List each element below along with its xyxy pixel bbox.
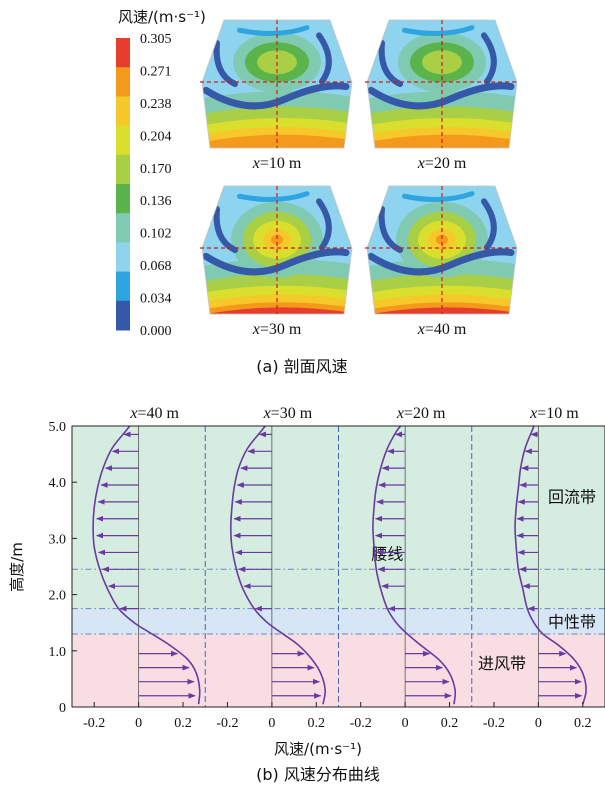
series-label: x=20 m [396, 405, 446, 422]
colorbar-tick-label: 0.305 [140, 32, 172, 47]
x-tick-label: -0.2 [83, 716, 105, 731]
x-tick-label: 0.2 [574, 716, 592, 731]
colorbar-swatch [116, 271, 130, 302]
colorbar-swatch [116, 213, 130, 243]
y-tick-label: 5.0 [49, 420, 67, 435]
y-tick-label: 4.0 [49, 476, 67, 491]
panel-a-caption: (a) 剖面风速 [256, 357, 347, 376]
profile-curve [92, 425, 201, 705]
x-tick-label: -0.2 [216, 716, 238, 731]
zone-label: 回流带 [548, 487, 596, 506]
profile-curve [372, 425, 457, 705]
section-label: x=20 m [417, 155, 467, 172]
profile-series: x=40 m [92, 405, 201, 705]
panel-a: 风速/(m·s⁻¹) 0.305 0.271 0.238 0.204 0.170 0.13… [116, 8, 519, 376]
series-label: x=10 m [529, 405, 579, 422]
x-tick-label: -0.2 [350, 716, 372, 731]
x-tick-label: 0 [135, 716, 142, 731]
colorbar-swatch [116, 242, 130, 273]
x-axis-label: 风速/(m·s⁻¹) [274, 740, 362, 758]
profile-curve [514, 425, 587, 705]
waist-label: 腰线 [371, 544, 403, 563]
colorbar-tick-label: 0.068 [140, 259, 172, 274]
colorbar-swatch [116, 184, 130, 214]
zone-band [72, 608, 605, 634]
colorbar-swatch [116, 154, 130, 185]
colorbar-swatch [116, 67, 130, 97]
colorbar-swatch [116, 300, 130, 331]
y-tick-label: 2.0 [49, 589, 67, 604]
profile-series: x=30 m [229, 405, 327, 705]
zone-label: 进风带 [478, 654, 526, 673]
colorbar-tick-label: 0.102 [140, 227, 172, 242]
profile-series: x=20 m [372, 405, 457, 705]
colorbar-tick-label: 0.204 [140, 129, 172, 144]
section-label: x=30 m [252, 321, 302, 338]
x-tick-label: 0.2 [174, 716, 192, 731]
colorbar-tick-label: 0.034 [140, 292, 172, 307]
series-label: x=40 m [129, 405, 179, 422]
colorbar-tick-label: 0.238 [140, 97, 172, 112]
x-tick-label: -0.2 [483, 716, 505, 731]
y-tick-label: 1.0 [49, 645, 67, 660]
colorbar-tick-label: 0.170 [140, 162, 172, 177]
colorbar-tick-label: 0.136 [140, 194, 172, 209]
colorbar-swatch [116, 96, 130, 127]
section-map: x=40 m [365, 185, 519, 338]
profile-curve [229, 425, 327, 705]
section-maps: x=10 m x=20 m x=30 m x=40 m [200, 19, 519, 338]
panel-b-caption: (b) 风速分布曲线 [256, 765, 380, 784]
x-tick-label: 0.2 [308, 716, 326, 731]
colorbar-tick-label: 0.000 [140, 324, 172, 339]
y-tick-label: 3.0 [49, 532, 67, 547]
colorbar-swatch [116, 38, 130, 68]
zone-label: 中性带 [548, 613, 596, 632]
plot-frame [71, 425, 605, 708]
x-tick-label: 0 [535, 716, 542, 731]
profile-series: x=10 m [514, 405, 587, 705]
y-axis-label: 高度/m [8, 542, 26, 592]
axes: 0 1.0 2.0 3.0 4.0 5.0 -0.2 0 0.2 -0.2 0 0.2 -0.2 0 0.2… [49, 420, 605, 731]
x-tick-label: 0 [268, 716, 275, 731]
section-label: x=40 m [417, 321, 467, 338]
x-tick-label: 0.2 [441, 716, 459, 731]
section-map: x=30 m [200, 185, 354, 338]
section-map: x=10 m [200, 19, 354, 172]
colorbar-title: 风速/(m·s⁻¹) [118, 8, 206, 26]
section-label: x=10 m [252, 155, 302, 172]
section-map: x=20 m [365, 19, 519, 172]
y-tick-label: 0 [59, 701, 66, 716]
velocity-profiles: x=40 m x=30 m x=20 m x=10 m [92, 405, 587, 705]
series-label: x=30 m [263, 405, 313, 422]
colorbar-swatch [116, 125, 130, 156]
colorbar: 0.305 0.271 0.238 0.204 0.170 0.136 0.102 0.068… [116, 32, 172, 339]
x-tick-label: 0 [402, 716, 409, 731]
colorbar-tick-label: 0.271 [140, 64, 172, 79]
